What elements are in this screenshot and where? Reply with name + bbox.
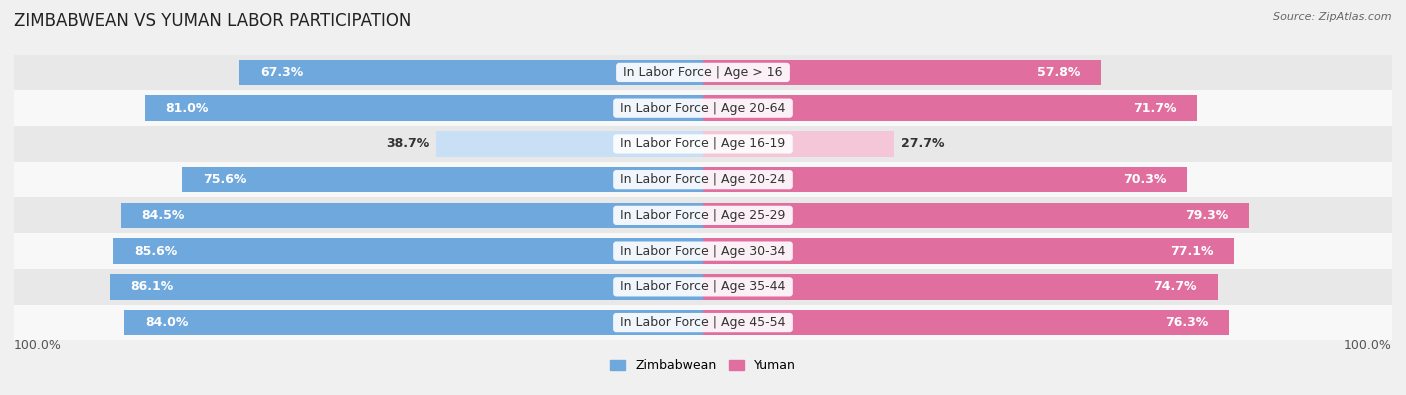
Bar — [436, 131, 703, 157]
Bar — [703, 203, 1250, 228]
Text: In Labor Force | Age 30-34: In Labor Force | Age 30-34 — [616, 245, 790, 258]
FancyBboxPatch shape — [14, 198, 1392, 233]
FancyBboxPatch shape — [14, 90, 1392, 126]
Text: 75.6%: 75.6% — [202, 173, 246, 186]
Text: 38.7%: 38.7% — [387, 137, 429, 150]
Bar — [703, 310, 1229, 335]
FancyBboxPatch shape — [14, 162, 1392, 198]
FancyBboxPatch shape — [14, 305, 1392, 340]
Text: 100.0%: 100.0% — [14, 339, 62, 352]
FancyBboxPatch shape — [14, 126, 1392, 162]
FancyBboxPatch shape — [14, 55, 1392, 90]
Text: 74.7%: 74.7% — [1153, 280, 1197, 293]
Bar — [703, 274, 1218, 300]
FancyBboxPatch shape — [14, 269, 1392, 305]
Text: 76.3%: 76.3% — [1164, 316, 1208, 329]
Bar — [239, 60, 703, 85]
Bar — [110, 274, 703, 300]
Text: 84.0%: 84.0% — [145, 316, 188, 329]
Bar — [145, 95, 703, 121]
Text: 86.1%: 86.1% — [131, 280, 174, 293]
Text: 27.7%: 27.7% — [901, 137, 945, 150]
Text: 57.8%: 57.8% — [1038, 66, 1081, 79]
Bar — [124, 310, 703, 335]
Text: 81.0%: 81.0% — [166, 102, 209, 115]
Text: In Labor Force | Age 35-44: In Labor Force | Age 35-44 — [616, 280, 790, 293]
Bar — [121, 203, 703, 228]
Bar — [703, 238, 1234, 264]
Text: 77.1%: 77.1% — [1170, 245, 1213, 258]
Text: 71.7%: 71.7% — [1133, 102, 1177, 115]
Bar — [703, 167, 1187, 192]
Bar — [703, 95, 1197, 121]
Text: 85.6%: 85.6% — [134, 245, 177, 258]
Text: Source: ZipAtlas.com: Source: ZipAtlas.com — [1274, 12, 1392, 22]
FancyBboxPatch shape — [14, 233, 1392, 269]
Text: In Labor Force | Age 16-19: In Labor Force | Age 16-19 — [616, 137, 790, 150]
Text: 100.0%: 100.0% — [1344, 339, 1392, 352]
Text: In Labor Force | Age 25-29: In Labor Force | Age 25-29 — [616, 209, 790, 222]
Bar — [703, 131, 894, 157]
Bar — [114, 238, 703, 264]
Text: 84.5%: 84.5% — [142, 209, 184, 222]
Text: In Labor Force | Age > 16: In Labor Force | Age > 16 — [619, 66, 787, 79]
Text: In Labor Force | Age 45-54: In Labor Force | Age 45-54 — [616, 316, 790, 329]
Bar — [183, 167, 703, 192]
Text: In Labor Force | Age 20-64: In Labor Force | Age 20-64 — [616, 102, 790, 115]
Text: 70.3%: 70.3% — [1123, 173, 1167, 186]
Text: 67.3%: 67.3% — [260, 66, 304, 79]
Text: In Labor Force | Age 20-24: In Labor Force | Age 20-24 — [616, 173, 790, 186]
Legend: Zimbabwean, Yuman: Zimbabwean, Yuman — [605, 354, 801, 377]
Text: ZIMBABWEAN VS YUMAN LABOR PARTICIPATION: ZIMBABWEAN VS YUMAN LABOR PARTICIPATION — [14, 12, 412, 30]
Text: 79.3%: 79.3% — [1185, 209, 1229, 222]
Bar — [703, 60, 1101, 85]
